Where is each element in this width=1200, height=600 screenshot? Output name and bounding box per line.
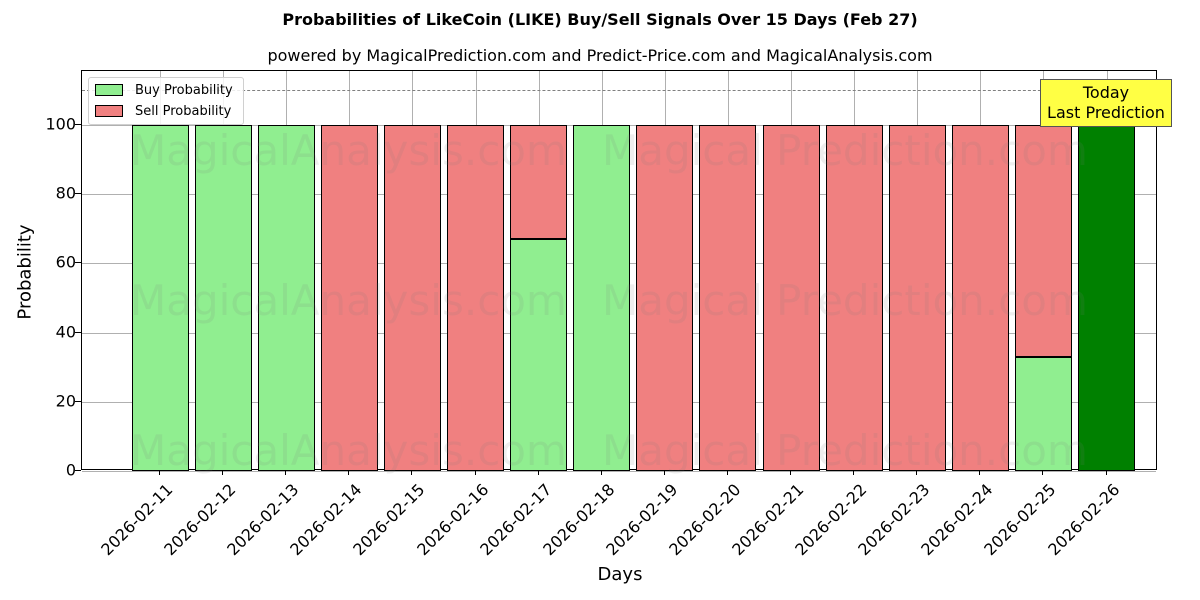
- x-tick-mark: [474, 470, 476, 475]
- bar-buy-2026-02-12: [194, 125, 252, 471]
- buy-swatch-icon: [95, 84, 123, 96]
- x-tick-mark: [853, 470, 855, 475]
- x-tick-mark: [726, 470, 728, 475]
- x-axis-label: Days: [597, 564, 643, 585]
- bar-buy-2026-02-25: [1014, 356, 1072, 471]
- bar-sell-2026-02-14: [320, 125, 378, 471]
- y-tick-label: 20: [55, 391, 76, 411]
- x-tick-mark: [979, 470, 981, 475]
- y-axis-label: Probability: [14, 224, 36, 320]
- x-tick-mark: [600, 470, 602, 475]
- annotation-line-1: Today: [1082, 83, 1130, 102]
- annotation-line-2: Last Prediction: [1047, 103, 1165, 122]
- legend-item-buy: Buy Probability: [95, 81, 233, 99]
- y-tick-mark: [75, 331, 81, 333]
- bar-buy-2026-02-18: [573, 125, 631, 471]
- bar-sell-2026-02-15: [383, 125, 441, 471]
- y-tick-mark: [75, 193, 81, 195]
- reference-line: [82, 90, 1156, 92]
- sell-swatch-icon: [95, 105, 123, 117]
- bar-sell-2026-02-16: [447, 125, 504, 471]
- bar-sell-2026-02-22: [825, 125, 883, 471]
- chart-subtitle: powered by MagicalPrediction.com and Pre…: [267, 46, 933, 65]
- gridline-horizontal: [82, 471, 1156, 472]
- bar-sell-2026-02-25: [1014, 125, 1072, 357]
- bar-sell-2026-02-24: [951, 125, 1009, 471]
- x-tick-mark: [1105, 470, 1107, 475]
- bar-sell-2026-02-17: [510, 125, 568, 240]
- bar-sell-2026-02-19: [636, 125, 694, 471]
- x-tick-mark: [663, 470, 665, 475]
- y-tick-label: 0: [65, 460, 76, 480]
- y-tick-mark: [75, 262, 81, 264]
- x-tick-mark: [916, 470, 918, 475]
- bar-sell-2026-02-23: [888, 125, 946, 471]
- bar-buy-2026-02-13: [257, 125, 315, 471]
- bar-buy-2026-02-11: [131, 125, 189, 471]
- legend-item-sell: Sell Probability: [95, 102, 231, 120]
- bar-buy-2026-02-17: [510, 239, 568, 471]
- x-tick-mark: [348, 470, 350, 475]
- legend-label-sell: Sell Probability: [135, 103, 232, 119]
- x-tick-mark: [790, 470, 791, 475]
- chart-title: Probabilities of LikeCoin (LIKE) Buy/Sel…: [282, 10, 918, 29]
- legend-label-buy: Buy Probability: [135, 82, 233, 98]
- y-tick-label: 40: [55, 322, 76, 342]
- x-tick-mark: [159, 470, 160, 475]
- bar-sell-2026-02-21: [762, 125, 820, 471]
- y-tick-label: 80: [55, 183, 76, 203]
- bar-buy-2026-02-26: [1078, 125, 1135, 471]
- legend: Buy Probability Sell Probability: [88, 77, 244, 125]
- y-tick-mark: [75, 124, 81, 125]
- y-tick-mark: [75, 400, 81, 402]
- y-tick-mark: [75, 470, 81, 471]
- plot-area: MagicalAnalysis.comMagical Prediction.co…: [81, 70, 1157, 475]
- x-tick-mark: [537, 470, 539, 475]
- today-annotation: Today Last Prediction: [1040, 79, 1172, 127]
- x-tick-mark: [222, 470, 224, 475]
- bar-sell-2026-02-20: [699, 125, 757, 471]
- y-tick-label: 100: [45, 114, 76, 134]
- x-tick-mark: [1042, 470, 1044, 475]
- y-tick-label: 60: [55, 252, 76, 272]
- x-tick-mark: [411, 470, 413, 475]
- x-tick-mark: [285, 470, 287, 475]
